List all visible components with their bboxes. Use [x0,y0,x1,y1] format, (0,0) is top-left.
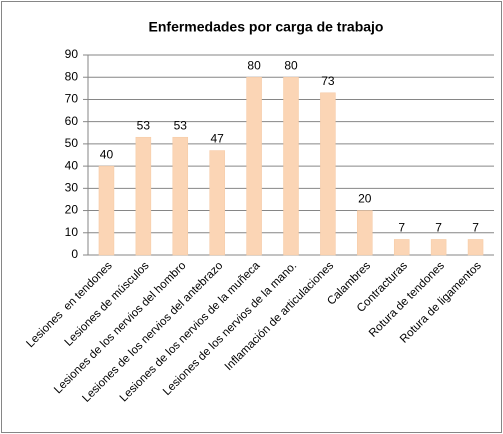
data-label: 80 [284,58,298,72]
chart-title: Enfermedades por carga de trabajo [149,19,384,35]
data-label: 80 [247,58,261,72]
bar [357,210,373,256]
data-label: 7 [472,221,479,235]
y-tick-label: 10 [65,225,79,239]
bar [283,76,299,256]
bar [430,239,447,256]
y-tick-label: 40 [65,158,79,172]
y-tick-label: 60 [65,114,79,128]
bar [172,136,189,256]
data-label: 20 [358,192,372,206]
bar [98,165,115,256]
data-label: 7 [398,221,405,235]
y-tick-label: 50 [65,136,79,150]
bar [135,136,152,256]
data-label: 73 [321,74,335,88]
data-label: 53 [137,118,151,132]
y-tick-label: 90 [65,47,79,61]
data-label: 7 [435,221,442,235]
y-tick-label: 70 [65,92,79,106]
data-label: 40 [100,147,114,161]
y-tick-label: 30 [65,181,79,195]
y-tick-label: 0 [71,247,78,261]
bar [320,92,336,256]
bar [467,239,484,256]
y-tick-label: 20 [65,203,79,217]
bar [246,76,262,256]
bar [393,239,410,256]
data-label: 53 [174,118,188,132]
y-tick-label: 80 [65,69,79,83]
bar [209,150,225,256]
data-label: 47 [211,132,225,146]
